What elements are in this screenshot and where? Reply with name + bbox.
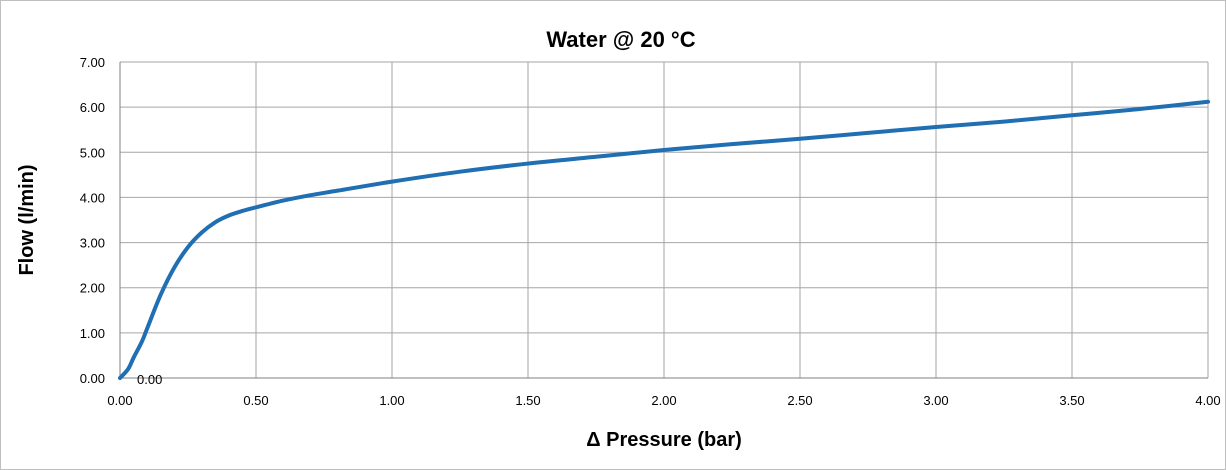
y-tick-label: 0.00 [80,371,105,386]
y-tick-labels: 0.00 1.00 2.00 3.00 4.00 5.00 6.00 7.00 [80,55,105,386]
x-tick-label: 0.00 [107,393,132,408]
chart-title: Water @ 20 °C [546,27,695,52]
x-tick-label: 0.50 [243,393,268,408]
flow-series-line [118,99,1210,380]
y-tick-label: 7.00 [80,55,105,70]
x-tick-label: 3.00 [923,393,948,408]
y-tick-label: 4.00 [80,190,105,205]
grid-lines [119,61,1209,379]
x-tick-label: 1.50 [515,393,540,408]
y-tick-label: 6.00 [80,100,105,115]
y-tick-label: 5.00 [80,145,105,160]
x-tick-label: 2.00 [651,393,676,408]
x-tick-labels: 0.00 0.50 1.00 1.50 2.00 2.50 3.00 3.50 4.00 [107,393,1220,408]
x-axis-title: Δ Pressure (bar) [586,429,742,451]
x-tick-label: 3.50 [1059,393,1084,408]
y-axis-title: Flow (l/min) [16,164,38,275]
x-tick-label: 1.00 [379,393,404,408]
x-tick-label: 2.50 [787,393,812,408]
y-tick-label: 2.00 [80,281,105,296]
y-tick-label: 1.00 [80,326,105,341]
origin-annotation: 0.00 [137,372,162,387]
y-tick-label: 3.00 [80,236,105,251]
x-tick-label: 4.00 [1195,393,1220,408]
